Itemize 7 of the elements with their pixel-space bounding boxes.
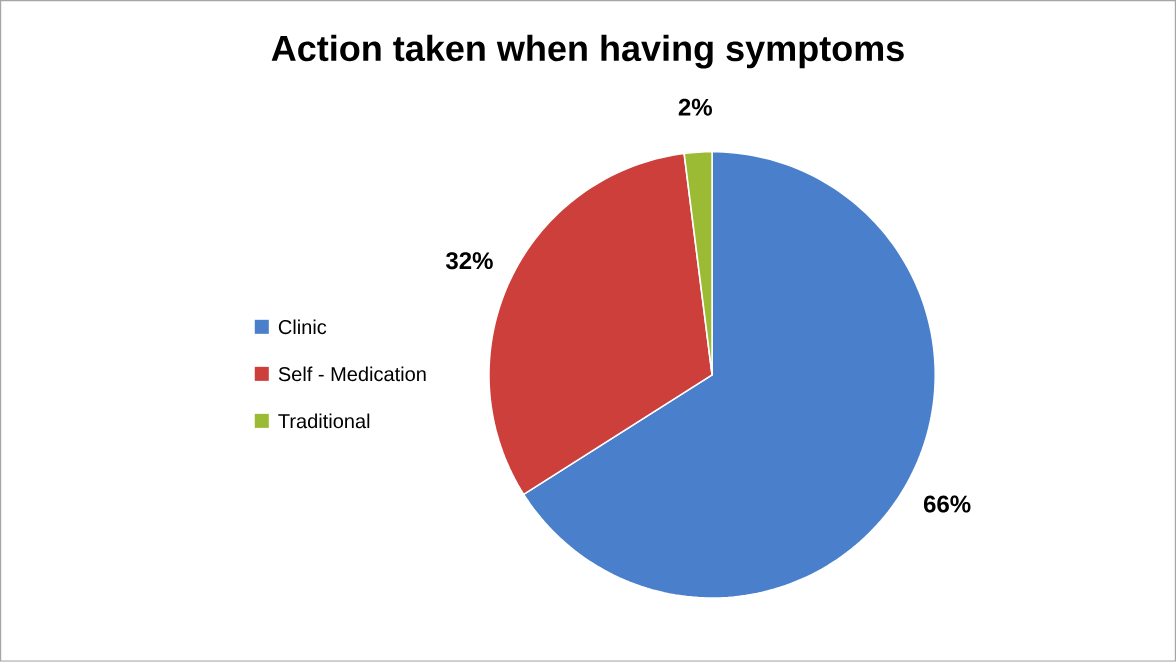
- data-label: 2%: [678, 98, 712, 116]
- legend-label: Self - Medication: [278, 366, 426, 382]
- legend-label: Clinic: [278, 319, 327, 335]
- chart-title: Action taken when having symptoms: [271, 34, 904, 69]
- legend-label: Traditional: [278, 413, 370, 429]
- data-label: 66%: [923, 495, 971, 513]
- data-label: 32%: [445, 252, 493, 270]
